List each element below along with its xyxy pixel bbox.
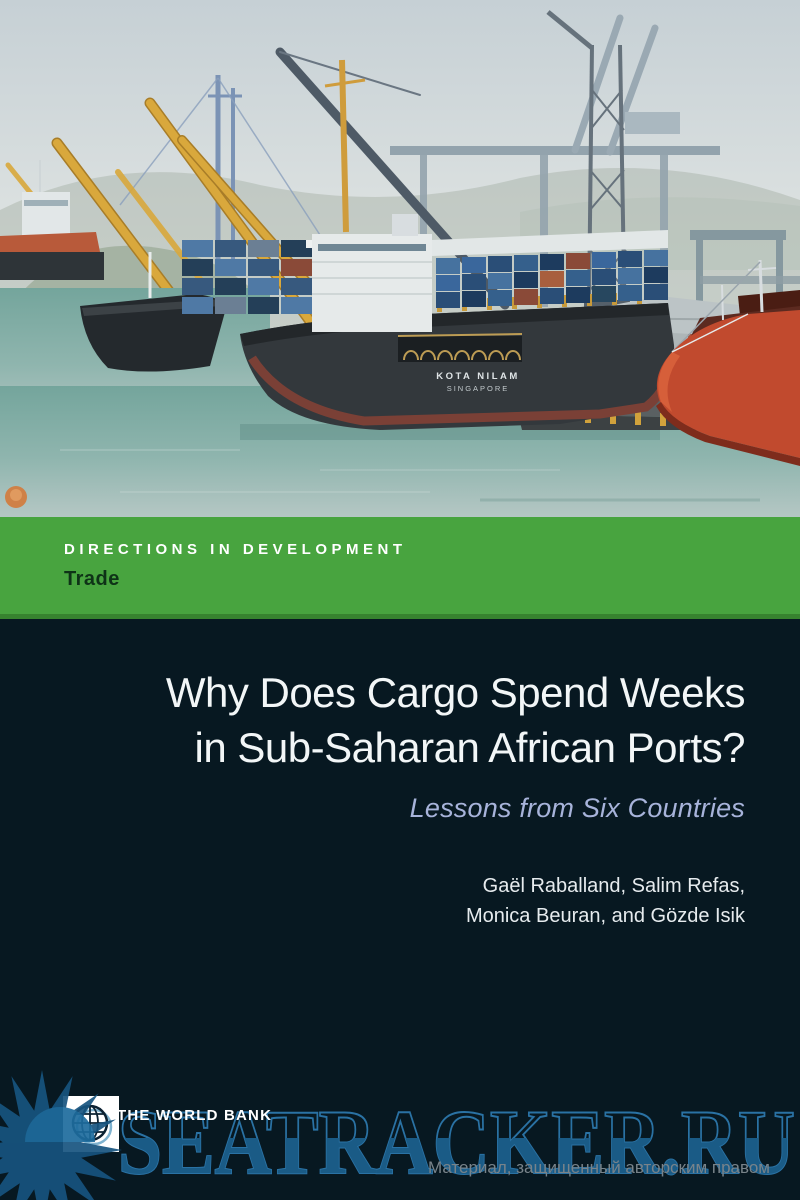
series-band: DIRECTIONS IN DEVELOPMENT Trade: [0, 517, 800, 619]
gantry-cranes: [275, 14, 800, 328]
authors: Gaël Raballand, Salim Refas, Monica Beur…: [466, 871, 745, 931]
cover-main: Why Does Cargo Spend Weeks in Sub-Sahara…: [0, 619, 800, 1200]
copyright-notice: Материал, защищенный авторским правом: [427, 1158, 770, 1177]
series-label: DIRECTIONS IN DEVELOPMENT: [64, 541, 407, 558]
container-stacks-aft: [182, 240, 312, 314]
book-subtitle: Lessons from Six Countries: [409, 793, 745, 823]
main-ship: KOTA NILAM SINGAPORE: [240, 214, 677, 430]
svg-text:SEATRACKER.RU: SEATRACKER.RU: [118, 1091, 795, 1193]
title-line-2: in Sub-Saharan African Ports?: [194, 724, 746, 771]
authors-line-2: Monica Beuran, and Gözde Isik: [465, 905, 745, 927]
title-line-1: Why Does Cargo Spend Weeks: [165, 669, 746, 716]
cover-photo: KOTA NILAM SINGAPORE: [0, 0, 800, 517]
water-details: [5, 449, 760, 508]
red-ship: [656, 259, 800, 466]
title-block: Why Does Cargo Spend Weeks in Sub-Sahara…: [165, 665, 746, 824]
book-title: Why Does Cargo Spend Weeks in Sub-Sahara…: [165, 665, 746, 775]
ship-name: KOTA NILAM: [436, 371, 520, 382]
watermark: SEATRACKER.RU SEATRACKER.RU: [0, 1070, 796, 1200]
authors-line-1: Gaël Raballand, Salim Refas,: [482, 875, 745, 897]
deck-containers: [436, 250, 668, 308]
watermark-text: SEATRACKER.RU SEATRACKER.RU: [117, 1090, 796, 1194]
series-category: Trade: [64, 568, 120, 590]
svg-text:SEATRACKER.RU: SEATRACKER.RU: [118, 1091, 795, 1193]
port-scene-illustration: KOTA NILAM SINGAPORE: [0, 0, 800, 517]
ship-port: SINGAPORE: [447, 384, 510, 393]
world-bank-label: THE WORLD BANK: [117, 1107, 273, 1124]
distant-vessel: [0, 160, 104, 280]
starburst-icon: [0, 1070, 122, 1200]
